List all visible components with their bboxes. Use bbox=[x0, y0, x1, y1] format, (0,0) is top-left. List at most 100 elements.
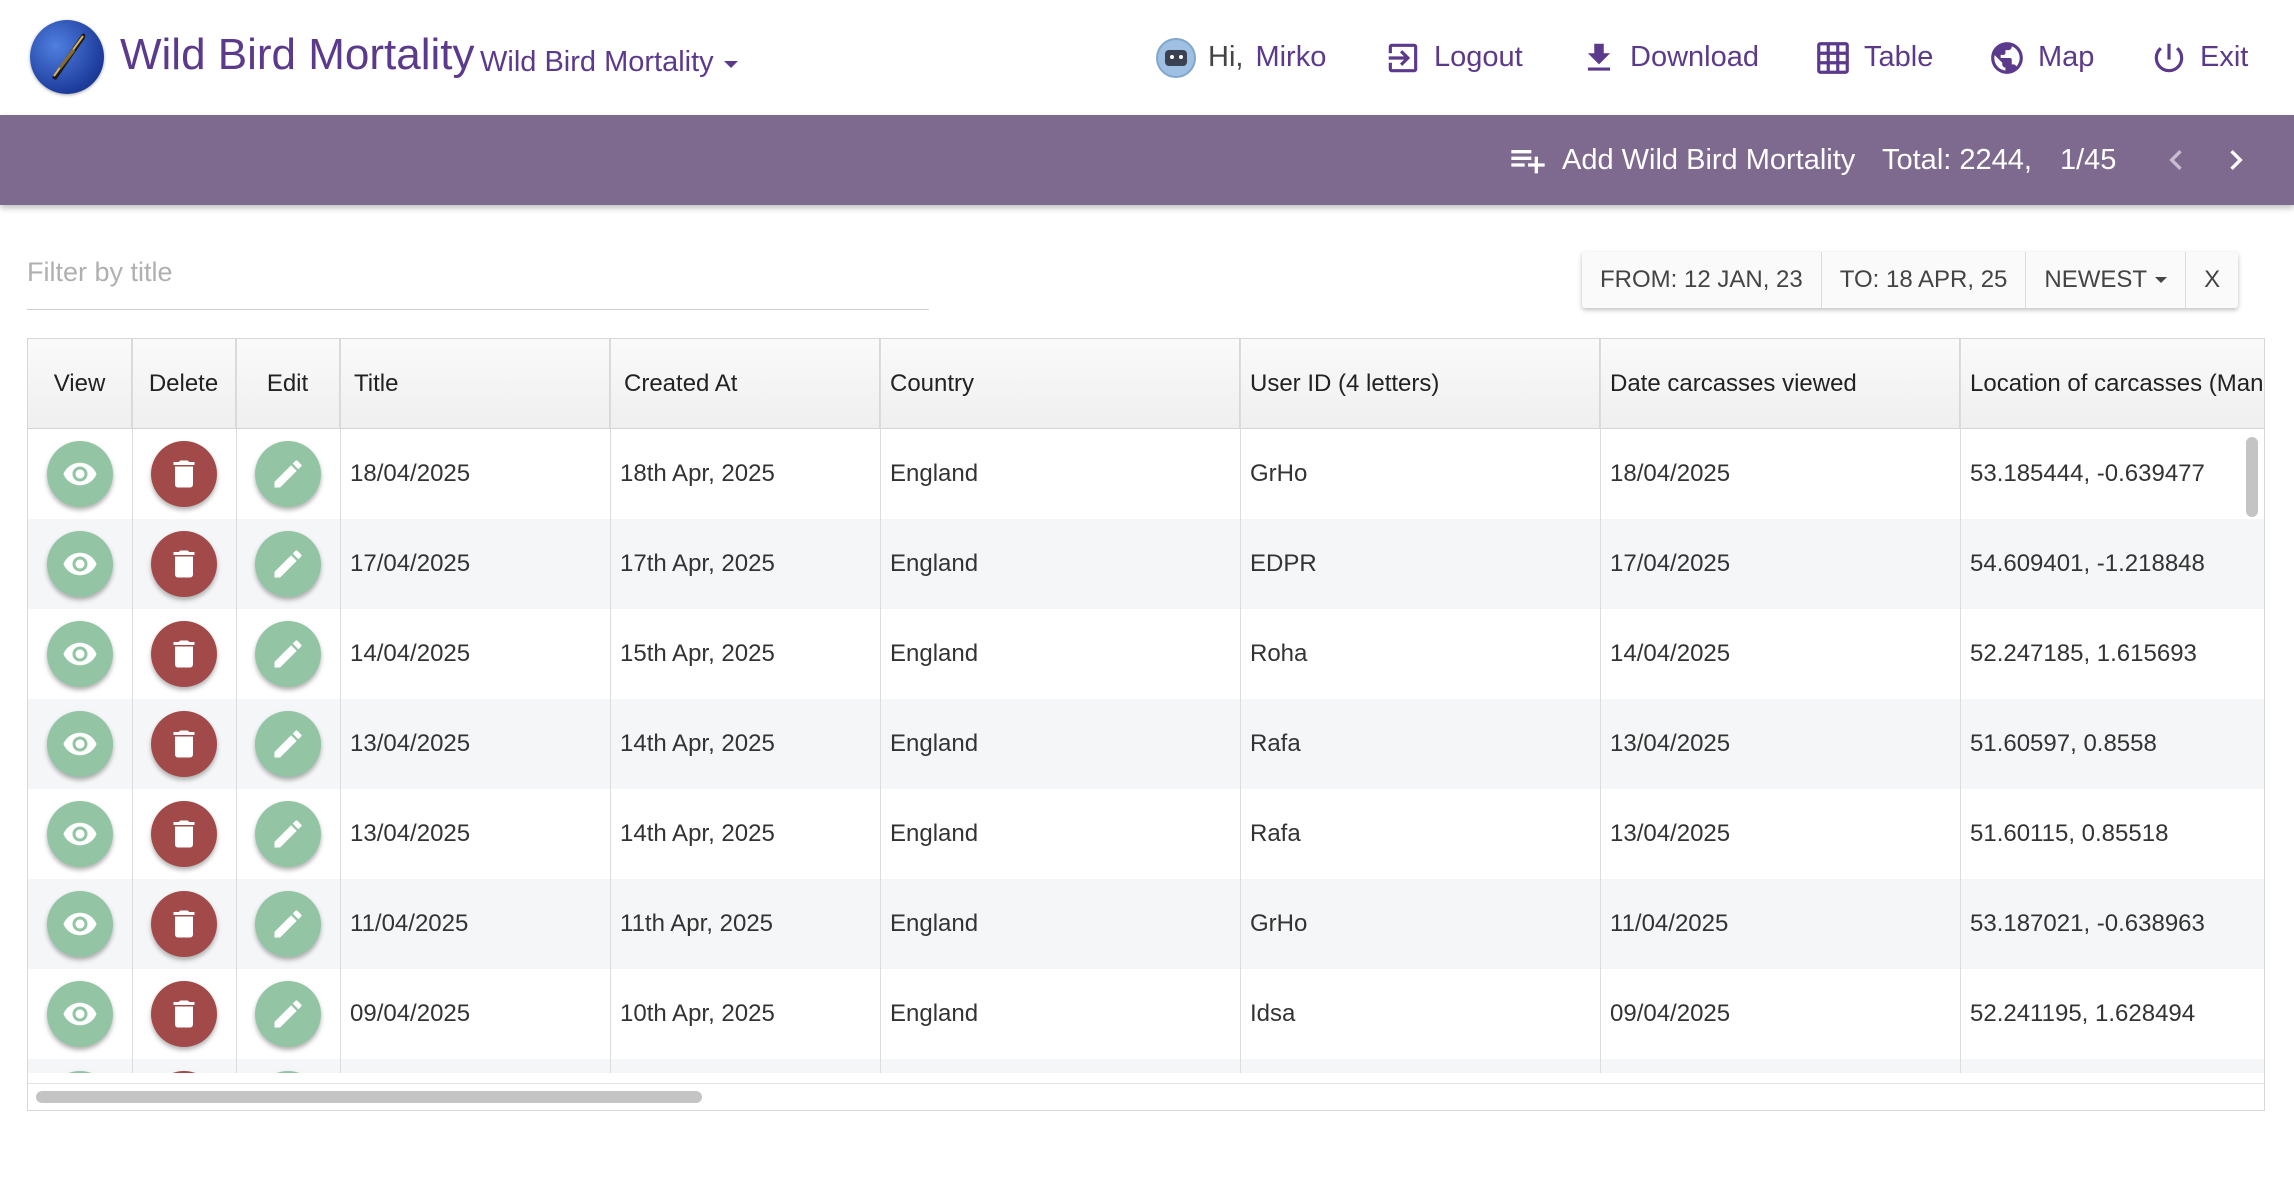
delete-button[interactable] bbox=[151, 1071, 217, 1073]
caret-down-icon bbox=[723, 61, 738, 68]
next-page-button[interactable] bbox=[2216, 140, 2256, 180]
view-button[interactable] bbox=[47, 891, 113, 957]
app-header: Wild Bird Mortality Wild Bird Mortality … bbox=[0, 0, 2294, 115]
view-button[interactable] bbox=[47, 621, 113, 687]
edit-button[interactable] bbox=[255, 801, 321, 867]
logout-button[interactable]: Logout bbox=[1384, 0, 1523, 115]
download-button[interactable]: Download bbox=[1580, 0, 1759, 115]
cell-title: 11/04/2025 bbox=[350, 910, 469, 937]
view-button[interactable] bbox=[47, 441, 113, 507]
column-divider bbox=[236, 339, 237, 1073]
add-record-button[interactable]: Add Wild Bird Mortality bbox=[1508, 115, 1855, 205]
cell-user-id: GrHo bbox=[1250, 910, 1308, 937]
cell-created-at: 14th Apr, 2025 bbox=[620, 730, 775, 757]
cell-created-at bbox=[610, 1059, 880, 1073]
header-location[interactable]: Location of carcasses (Mandatory) bbox=[1970, 370, 2264, 397]
toolbar: Add Wild Bird Mortality Total: 2244, 1/4… bbox=[0, 115, 2294, 205]
cell-location: 54.609401, -1.218848 bbox=[1970, 550, 2205, 577]
map-label: Map bbox=[2038, 41, 2095, 73]
cell-location: 52.247185, 1.615693 bbox=[1970, 640, 2197, 667]
eye-icon bbox=[63, 822, 97, 846]
cell-location: 53.187021, -0.638963 bbox=[1970, 910, 2205, 937]
cell-date-viewed: 17/04/2025 bbox=[1610, 550, 1731, 577]
date-from-button[interactable]: FROM: 12 JAN, 23 bbox=[1582, 252, 1822, 308]
table-label: Table bbox=[1864, 41, 1934, 73]
greeting-text: Hi, bbox=[1208, 41, 1244, 73]
globe-icon bbox=[1991, 41, 2023, 74]
cell-country: England bbox=[890, 550, 979, 577]
header-edit[interactable]: Edit bbox=[236, 339, 340, 429]
edit-button[interactable] bbox=[255, 891, 321, 957]
eye-icon bbox=[63, 1002, 97, 1026]
table-row: 13/04/2025 14th Apr, 2025 England Rafa 1… bbox=[28, 699, 2264, 789]
delete-button[interactable] bbox=[151, 801, 217, 867]
header-view[interactable]: View bbox=[28, 339, 132, 429]
delete-button[interactable] bbox=[151, 531, 217, 597]
view-button[interactable] bbox=[47, 1071, 113, 1073]
trash-icon bbox=[173, 1000, 195, 1028]
delete-button[interactable] bbox=[151, 441, 217, 507]
date-to-button[interactable]: TO: 18 APR, 25 bbox=[1822, 252, 2027, 308]
delete-button[interactable] bbox=[151, 711, 217, 777]
edit-button[interactable] bbox=[255, 621, 321, 687]
view-button[interactable] bbox=[47, 801, 113, 867]
edit-button[interactable] bbox=[255, 711, 321, 777]
previous-page-button[interactable] bbox=[2156, 140, 2196, 180]
map-button[interactable]: Map bbox=[1988, 0, 2094, 115]
header-user-id[interactable]: User ID (4 letters) bbox=[1240, 339, 1600, 429]
cell-created-at: 11th Apr, 2025 bbox=[620, 910, 774, 937]
cell-location: 52.241195, 1.628494 bbox=[1970, 1000, 2196, 1027]
view-button[interactable] bbox=[47, 711, 113, 777]
sort-dropdown[interactable]: NEWEST bbox=[2026, 252, 2187, 308]
header-country[interactable]: Country bbox=[880, 339, 1240, 429]
edit-button[interactable] bbox=[255, 441, 321, 507]
table-button[interactable]: Table bbox=[1814, 0, 1933, 115]
edit-button[interactable] bbox=[255, 1071, 321, 1073]
eye-icon bbox=[63, 912, 97, 936]
cell-title: 09/04/2025 bbox=[350, 1000, 471, 1027]
view-button[interactable] bbox=[47, 531, 113, 597]
pencil-icon bbox=[274, 460, 302, 488]
vertical-scrollbar[interactable] bbox=[2246, 437, 2258, 517]
table-grid-icon bbox=[1817, 41, 1849, 74]
exit-button[interactable]: Exit bbox=[2150, 0, 2248, 115]
cell-date-viewed: 14/04/2025 bbox=[1610, 640, 1731, 667]
title-filter-input[interactable] bbox=[27, 250, 929, 294]
eye-icon bbox=[63, 642, 97, 666]
cell-title bbox=[340, 1059, 610, 1073]
feather-logo-icon[interactable] bbox=[30, 20, 104, 94]
trash-icon bbox=[173, 460, 195, 488]
clear-filter-button[interactable]: X bbox=[2204, 266, 2221, 293]
pagination-info: Total: 2244, 1/45 bbox=[1882, 115, 2116, 205]
delete-button[interactable] bbox=[151, 621, 217, 687]
header-title[interactable]: Title bbox=[340, 339, 610, 429]
column-divider bbox=[1960, 339, 1961, 1073]
view-button[interactable] bbox=[47, 981, 113, 1047]
pencil-icon bbox=[274, 910, 302, 938]
cell-created-at: 14th Apr, 2025 bbox=[620, 820, 775, 847]
logout-icon bbox=[1388, 43, 1418, 72]
cell-created-at: 17th Apr, 2025 bbox=[620, 550, 775, 577]
header-delete[interactable]: Delete bbox=[132, 339, 236, 429]
header-date-viewed[interactable]: Date carcasses viewed bbox=[1600, 339, 1960, 429]
edit-button[interactable] bbox=[255, 531, 321, 597]
table-row: 09/04/2025 10th Apr, 2025 England Idsa 0… bbox=[28, 969, 2264, 1059]
cell-location bbox=[1960, 1059, 2264, 1073]
cell-location: 51.60115, 0.85518 bbox=[1970, 820, 2169, 847]
horizontal-scrollbar[interactable] bbox=[36, 1091, 702, 1103]
user-greeting[interactable]: Hi, Mirko bbox=[1156, 0, 1326, 115]
table-header: View Delete Edit Title Created At Countr… bbox=[28, 339, 2264, 429]
pencil-icon bbox=[274, 1000, 302, 1028]
pencil-icon bbox=[274, 550, 302, 578]
cell-user-id: Rafa bbox=[1250, 730, 1301, 757]
power-icon bbox=[2154, 43, 2184, 72]
add-record-label: Add Wild Bird Mortality bbox=[1562, 143, 1856, 176]
download-label: Download bbox=[1630, 41, 1759, 73]
header-created-at[interactable]: Created At bbox=[610, 339, 880, 429]
caret-down-icon bbox=[2155, 277, 2168, 283]
cell-location: 51.60597, 0.8558 bbox=[1970, 730, 2157, 757]
delete-button[interactable] bbox=[151, 981, 217, 1047]
edit-button[interactable] bbox=[255, 981, 321, 1047]
dataset-selector[interactable]: Wild Bird Mortality bbox=[480, 46, 738, 79]
delete-button[interactable] bbox=[151, 891, 217, 957]
